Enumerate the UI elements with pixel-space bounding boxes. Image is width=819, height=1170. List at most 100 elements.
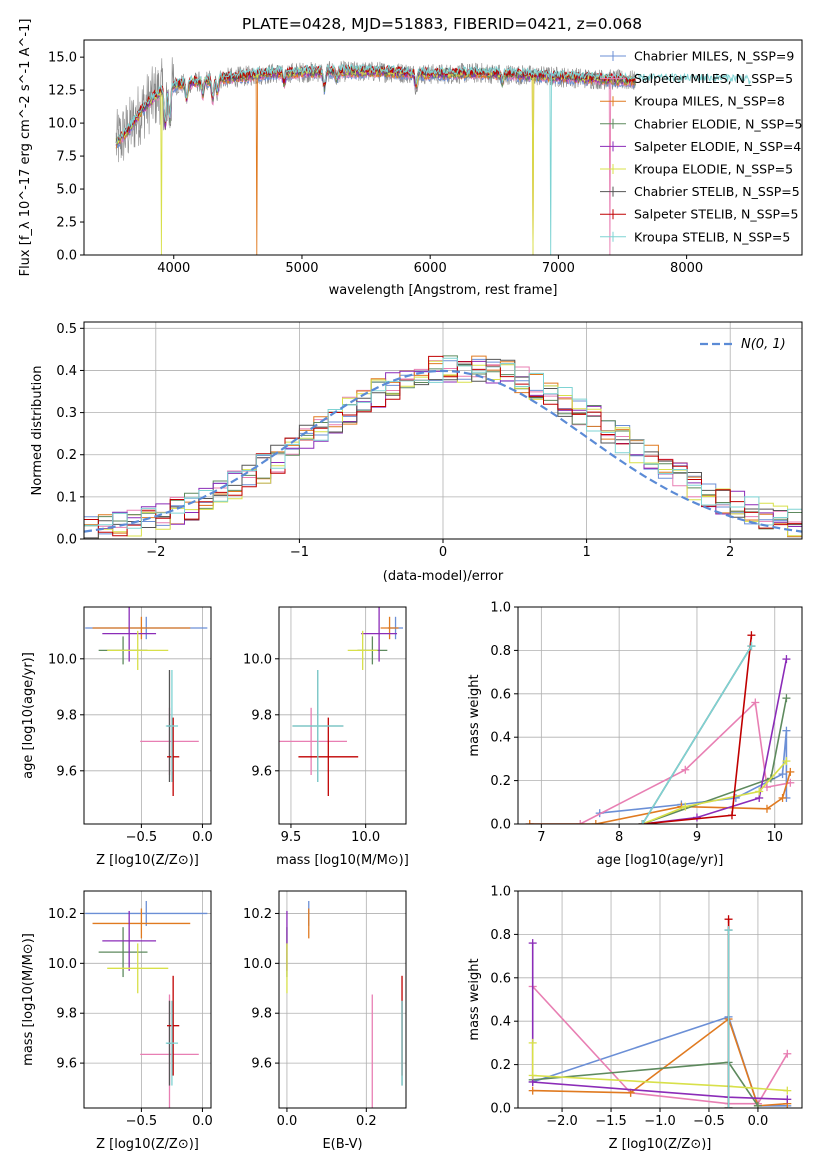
legend-label: Kroupa STELIB, N_SSP=5 [634, 229, 790, 244]
legend-label: Salpeter STELIB, N_SSP=5 [634, 207, 798, 222]
mass-vs-ebv-marks [286, 900, 403, 1108]
weight-line [531, 1042, 788, 1092]
x-tick-label: 0.2 [356, 1114, 377, 1129]
x-tick-label: −0.5 [126, 1114, 158, 1129]
y-tick-label: 0.2 [56, 448, 77, 463]
y-tick-label: 0.8 [490, 928, 511, 943]
weight-vs-age-lines [525, 631, 795, 824]
axes-frame [83, 39, 803, 256]
y-tick-label: 10.0 [243, 957, 272, 972]
axes-frame [83, 890, 212, 1109]
y-tick-label: 1.0 [490, 885, 511, 900]
residuals-panel: −2 −1 0 1 2 0.0 0.1 0.2 0.3 0.4 0.5 (data-model)/er… [30, 321, 803, 584]
y-tick-label: 0.6 [490, 971, 511, 986]
x-tick-label: −1.5 [595, 1114, 627, 1129]
axes-frame [278, 606, 407, 825]
y-tick-label: 7.5 [56, 150, 77, 165]
axes-frame [517, 606, 803, 825]
y-axis-label: mass weight [467, 958, 482, 1040]
spectrum-traces [115, 57, 752, 255]
x-axis-label: Z [log10(Z/Z⊙)] [96, 853, 199, 868]
y-tick-label: 10.2 [48, 907, 77, 922]
age-vs-mass-panel: 9.5 10.0 9.6 9.8 10.0 mass [log10(M/M⊙)] [243, 606, 409, 868]
x-tick-label: −1.0 [644, 1114, 676, 1129]
x-axis-label: (data-model)/error [383, 569, 504, 584]
x-tick-label: 2 [726, 545, 734, 560]
x-tick-label: 5000 [285, 261, 318, 276]
y-axis-label: Flux [f_λ 10^-17 erg cm^-2 s^-1 A^-1] [18, 19, 33, 277]
y-axis-label: Normed distribution [30, 366, 45, 496]
x-tick-label: −0.5 [693, 1114, 725, 1129]
y-tick-label: 0.6 [490, 687, 511, 702]
y-tick-label: 10.0 [243, 652, 272, 667]
legend-label: Salpeter ELODIE, N_SSP=4 [634, 139, 801, 154]
x-tick-label: 10.0 [351, 830, 380, 845]
x-tick-label: 0.0 [748, 1114, 769, 1129]
weight-line [641, 645, 753, 824]
x-axis-label: E(B-V) [322, 1137, 362, 1152]
x-axis-label: Z [log10(Z/Z⊙)] [609, 1137, 712, 1152]
y-tick-label: 0.2 [490, 774, 511, 789]
y-tick-label: 0.2 [490, 1058, 511, 1073]
histograms [84, 355, 802, 539]
model-spectrum [115, 63, 752, 255]
mass-vs-ebv-panel: 0.0 0.2 9.6 9.8 10.0 10.2 E(B-V) [243, 890, 407, 1152]
y-tick-label: 10.0 [48, 957, 77, 972]
x-tick-label: 4000 [157, 261, 190, 276]
legend-label: Kroupa ELODIE, N_SSP=5 [634, 162, 793, 177]
x-axis-label: wavelength [Angstrom, rest frame] [329, 283, 558, 298]
legend-label: Salpeter MILES, N_SSP=5 [634, 71, 793, 86]
x-tick-label: 10 [766, 830, 783, 845]
y-tick-label: 1.0 [490, 601, 511, 616]
x-tick-label: 9.5 [281, 830, 302, 845]
y-tick-label: 9.6 [251, 1057, 272, 1072]
spectrum-panel: 4000 5000 6000 7000 8000 0.0 2.5 5.0 7.5 10.0 12.5… [18, 19, 803, 298]
x-tick-label: 6000 [414, 261, 447, 276]
x-tick-label: 0.0 [277, 1114, 298, 1129]
mass-vs-Z-marks [85, 900, 208, 1108]
x-tick-label: −2 [146, 545, 165, 560]
y-tick-label: 9.8 [56, 1007, 77, 1022]
age-vs-Z-panel: −0.5 0.0 9.6 9.8 10.0 Z [log10(Z/Z⊙)] age [log… [21, 606, 213, 868]
weight-vs-age-panel: 7 8 9 10 0.0 0.2 0.4 0.6 0.8 1.0 age [log10(age/yr… [467, 601, 803, 868]
y-axis-label: age [log10(age/yr)] [21, 652, 36, 779]
x-tick-label: 9 [693, 830, 701, 845]
weight-line [529, 700, 791, 824]
axes-frame [278, 890, 407, 1109]
legend: Chabrier MILES, N_SSP=9 Salpeter MILES, N… [600, 49, 803, 244]
age-vs-mass-marks [279, 607, 404, 796]
legend-label: N(0, 1) [741, 337, 786, 352]
y-tick-label: 10.2 [243, 907, 272, 922]
x-tick-label: −1 [290, 545, 309, 560]
legend-label: Chabrier ELODIE, N_SSP=5 [634, 116, 803, 131]
y-tick-label: 12.5 [48, 84, 77, 99]
x-tick-label: 7 [537, 830, 545, 845]
legend-label: Chabrier MILES, N_SSP=9 [634, 49, 794, 64]
y-tick-label: 0.4 [490, 1015, 511, 1030]
y-tick-label: 9.8 [251, 1007, 272, 1022]
x-tick-label: 1 [582, 545, 590, 560]
y-tick-label: 9.6 [56, 1057, 77, 1072]
y-tick-label: 15.0 [48, 51, 77, 66]
weight-line [531, 943, 788, 1101]
x-tick-label: 0.0 [192, 830, 213, 845]
weight-vs-Z-lines [528, 915, 792, 1108]
x-tick-label: 8000 [670, 261, 703, 276]
y-tick-label: 9.6 [251, 764, 272, 779]
y-tick-label: 0.5 [56, 322, 77, 337]
y-tick-label: 0.0 [56, 533, 77, 548]
legend-label: Kroupa MILES, N_SSP=8 [634, 94, 785, 109]
y-tick-label: 0.1 [56, 490, 77, 505]
x-axis-label: mass [log10(M/M⊙)] [276, 853, 409, 868]
axes-frame [83, 606, 212, 825]
x-tick-label: −0.5 [126, 830, 158, 845]
weight-line [529, 771, 792, 824]
y-tick-label: 0.0 [56, 249, 77, 264]
y-tick-label: 9.8 [251, 708, 272, 723]
legend-label: Chabrier STELIB, N_SSP=5 [634, 184, 800, 199]
x-tick-label: 7000 [542, 261, 575, 276]
weight-line [599, 730, 788, 814]
y-axis-label: mass weight [467, 674, 482, 756]
x-axis-label: Z [log10(Z/Z⊙)] [96, 1137, 199, 1152]
